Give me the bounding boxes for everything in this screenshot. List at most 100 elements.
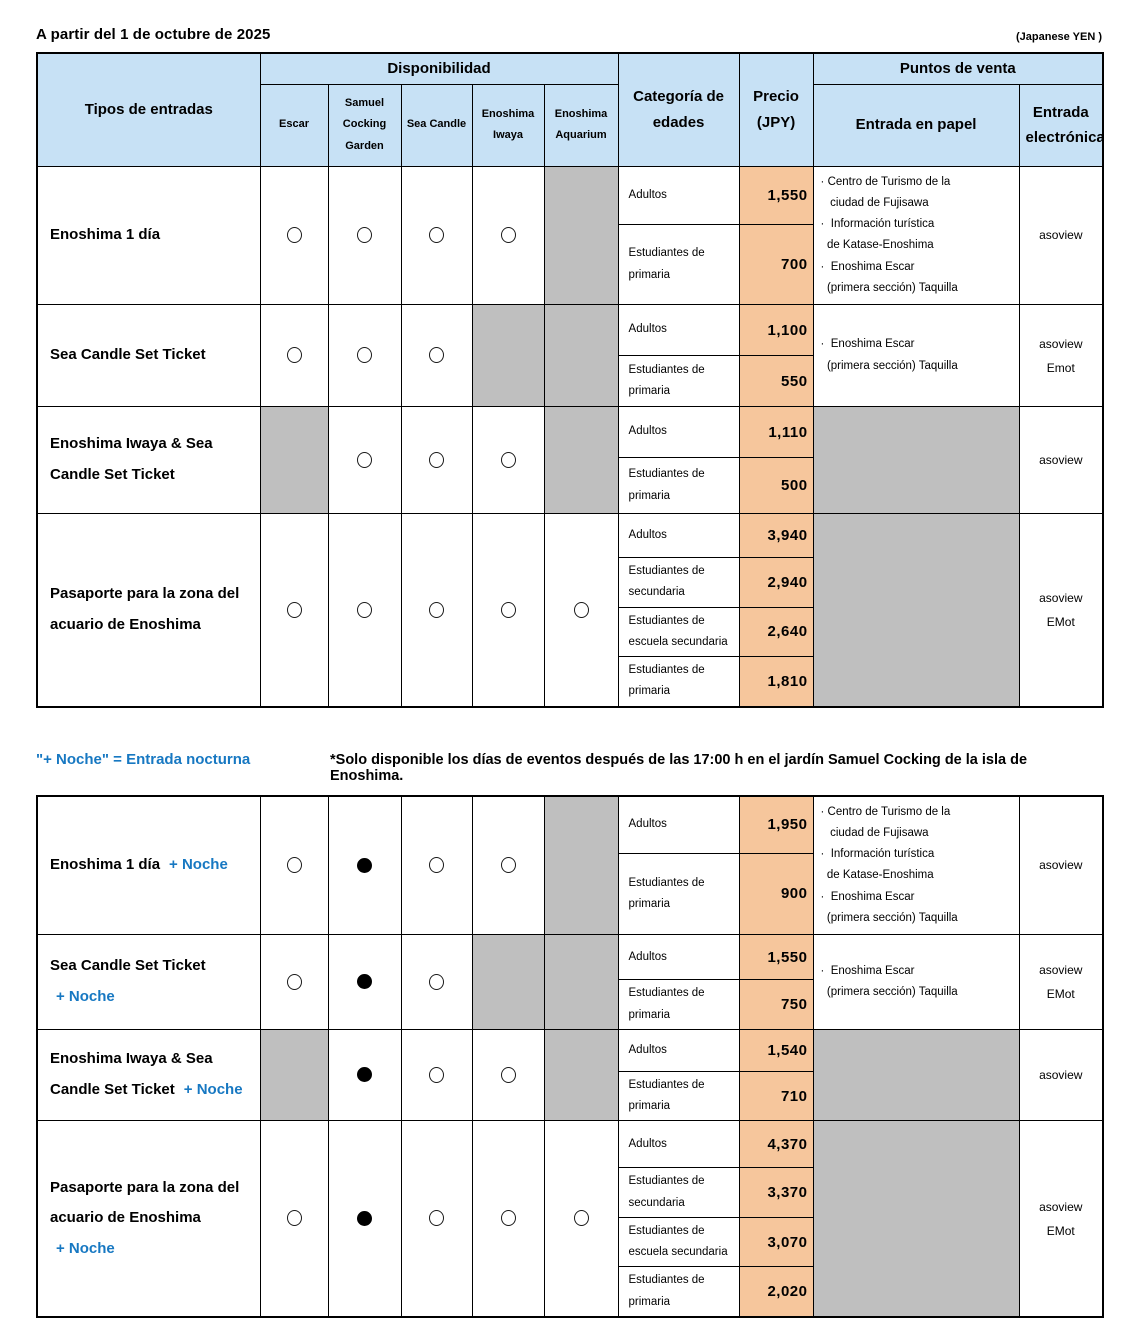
ticket-name: Enoshima 1 día xyxy=(50,856,161,874)
ticket-name: Sea Candle Set Ticket xyxy=(50,957,206,975)
ticket-name: Sea Candle Set Ticket xyxy=(50,346,206,364)
price-cell: 750 xyxy=(738,979,814,1030)
age-category-cell: Estudiantes de secundaria xyxy=(617,1167,740,1218)
price-cell: 550 xyxy=(738,355,814,408)
paper-sale-points-cell: · Centro de Turismo de la ciudad de Fuji… xyxy=(812,165,1020,306)
electronic-sale-points-cell: asoview Emot xyxy=(1018,304,1104,408)
price-cell: 1,950 xyxy=(738,795,814,854)
price-cell: 3,370 xyxy=(738,1167,814,1218)
col-header-sea-candle: Sea Candle xyxy=(400,83,473,167)
availability-enoshima-iwaya-cell xyxy=(471,1120,545,1318)
availability-escar-cell xyxy=(259,165,329,306)
electronic-sale-points-cell: asoview xyxy=(1018,165,1104,306)
availability-samuel-cocking-garden-cell xyxy=(327,1120,402,1318)
topbar: A partir del 1 de octubre de 2025 (Japan… xyxy=(36,26,1102,43)
table-row: Estudiantes de primaria 1,810 xyxy=(37,656,1103,708)
age-category-cell: Adultos xyxy=(617,304,740,357)
paper-sale-points-cell xyxy=(812,406,1020,515)
price-cell: 1,810 xyxy=(738,656,814,708)
electronic-sale-points-cell: asoview EMot xyxy=(1018,1120,1104,1318)
availability-samuel-cocking-garden-cell xyxy=(327,513,402,708)
electronic-sale-points-cell: asoview EMot xyxy=(1018,934,1104,1030)
ticket-name-cell: Pasaporte para la zona del acuario de En… xyxy=(36,513,261,708)
col-header-availability: Disponibilidad xyxy=(259,52,619,85)
price-cell: 4,370 xyxy=(738,1120,814,1169)
ticket-name: Pasaporte para la zona del acuario de En… xyxy=(50,585,240,633)
noche-legend: "+ Noche" = Entrada nocturna xyxy=(36,750,251,768)
availability-sea-candle-cell xyxy=(400,513,473,708)
ticket-name-cell: Enoshima Iwaya & Sea Candle Set Ticket xyxy=(36,406,261,515)
table-row: Pasaporte para la zona del acuario de En… xyxy=(36,513,1104,708)
table-row: Estudiantes de escuela secundaria 2,640 xyxy=(37,606,1103,658)
price-cell: 1,540 xyxy=(738,1028,814,1072)
noche-label: + Noche xyxy=(56,1240,115,1258)
table-row: Estudiantes de secundaria 2,940 xyxy=(37,557,1103,608)
availability-enoshima-aquarium-cell xyxy=(543,165,619,306)
age-category-cell: Estudiantes de secundaria xyxy=(617,557,740,608)
col-header-enoshima-aquarium: Enoshima Aquarium xyxy=(543,83,619,167)
noche-label: + Noche xyxy=(169,856,228,874)
age-category-cell: Adultos xyxy=(617,1120,740,1169)
price-cell: 2,020 xyxy=(738,1266,814,1318)
availability-enoshima-iwaya-cell xyxy=(471,513,545,708)
availability-samuel-cocking-garden-cell xyxy=(327,795,402,936)
availability-enoshima-iwaya-cell xyxy=(471,934,545,1030)
price-cell: 1,100 xyxy=(738,304,814,357)
ticket-name-cell: Sea Candle Set Ticket xyxy=(36,304,261,408)
ticket-name-cell: Enoshima 1 día + Noche xyxy=(36,795,261,936)
age-category-cell: Adultos xyxy=(617,795,740,854)
ticket-name-cell: Sea Candle Set Ticket + Noche xyxy=(36,934,261,1030)
ticket-name: Pasaporte para la zona del acuario de En… xyxy=(50,1178,240,1227)
ticket-name-cell: Enoshima 1 día xyxy=(36,165,261,306)
electronic-sale-points-cell: asoview EMot xyxy=(1018,513,1104,708)
price-cell: 710 xyxy=(738,1070,814,1122)
table-row: Enoshima Iwaya & Sea Candle Set Ticket A… xyxy=(36,406,1104,515)
electronic-sale-points-cell: asoview xyxy=(1018,1028,1104,1122)
table-row: Pasaporte para la zona del acuario de En… xyxy=(36,1120,1104,1318)
availability-samuel-cocking-garden-cell xyxy=(327,1028,402,1122)
availability-escar-cell xyxy=(259,513,329,708)
availability-enoshima-iwaya-cell xyxy=(471,1028,545,1122)
price-cell: 900 xyxy=(738,852,814,936)
price-cell: 1,550 xyxy=(738,165,814,226)
price-cell: 2,940 xyxy=(738,557,814,608)
paper-sale-points-cell: · Enoshima Escar (primera sección) Taqui… xyxy=(812,934,1020,1030)
age-category-cell: Estudiantes de primaria xyxy=(617,1070,740,1122)
availability-enoshima-iwaya-cell xyxy=(471,406,545,515)
age-category-cell: Adultos xyxy=(617,1028,740,1072)
availability-sea-candle-cell xyxy=(400,934,473,1030)
col-header-escar: Escar xyxy=(259,83,329,167)
availability-enoshima-aquarium-cell xyxy=(543,1120,619,1318)
col-header-age-category: Categoría de edades xyxy=(617,52,740,167)
availability-samuel-cocking-garden-cell xyxy=(327,304,402,408)
availability-enoshima-iwaya-cell xyxy=(471,795,545,936)
table-row: Enoshima Iwaya & Sea Candle Set Ticket + … xyxy=(36,1028,1104,1122)
availability-sea-candle-cell xyxy=(400,1028,473,1122)
electronic-sale-points-cell: asoview xyxy=(1018,795,1104,936)
age-category-cell: Estudiantes de primaria xyxy=(617,224,740,306)
price-cell: 1,550 xyxy=(738,934,814,981)
table-row: Sea Candle Set Ticket + Noche Adultos 1,5… xyxy=(36,934,1104,1030)
price-cell: 1,110 xyxy=(738,406,814,459)
col-header-enoshima-iwaya: Enoshima Iwaya xyxy=(471,83,545,167)
age-category-cell: Estudiantes de primaria xyxy=(617,1266,740,1318)
age-category-cell: Adultos xyxy=(617,513,740,559)
effective-date-title: A partir del 1 de octubre de 2025 xyxy=(36,26,271,43)
table-row: Sea Candle Set Ticket Adultos 1,100 · En… xyxy=(36,304,1104,408)
availability-enoshima-aquarium-cell xyxy=(543,406,619,515)
availability-enoshima-aquarium-cell xyxy=(543,1028,619,1122)
ticket-price-table-night: Enoshima 1 día + Noche Adultos 1,950 · Ce… xyxy=(36,794,1104,1318)
noche-label: + Noche xyxy=(56,988,115,1006)
table-row: Estudiantes de primaria 500 xyxy=(37,457,1103,515)
price-cell: 3,940 xyxy=(738,513,814,559)
table-row: Enoshima 1 día + Noche Adultos 1,950 · Ce… xyxy=(36,795,1104,936)
table-row: Estudiantes de primaria 750 xyxy=(37,979,1103,1030)
availability-enoshima-iwaya-cell xyxy=(471,165,545,306)
age-category-cell: Adultos xyxy=(617,165,740,226)
currency-note: (Japanese YEN ) xyxy=(1015,31,1102,43)
paper-sale-points-cell xyxy=(812,1028,1020,1122)
age-category-cell: Adultos xyxy=(617,934,740,981)
availability-escar-cell xyxy=(259,1028,329,1122)
table-row: Enoshima 1 día Adultos 1,550 · Centro de… xyxy=(36,165,1104,306)
